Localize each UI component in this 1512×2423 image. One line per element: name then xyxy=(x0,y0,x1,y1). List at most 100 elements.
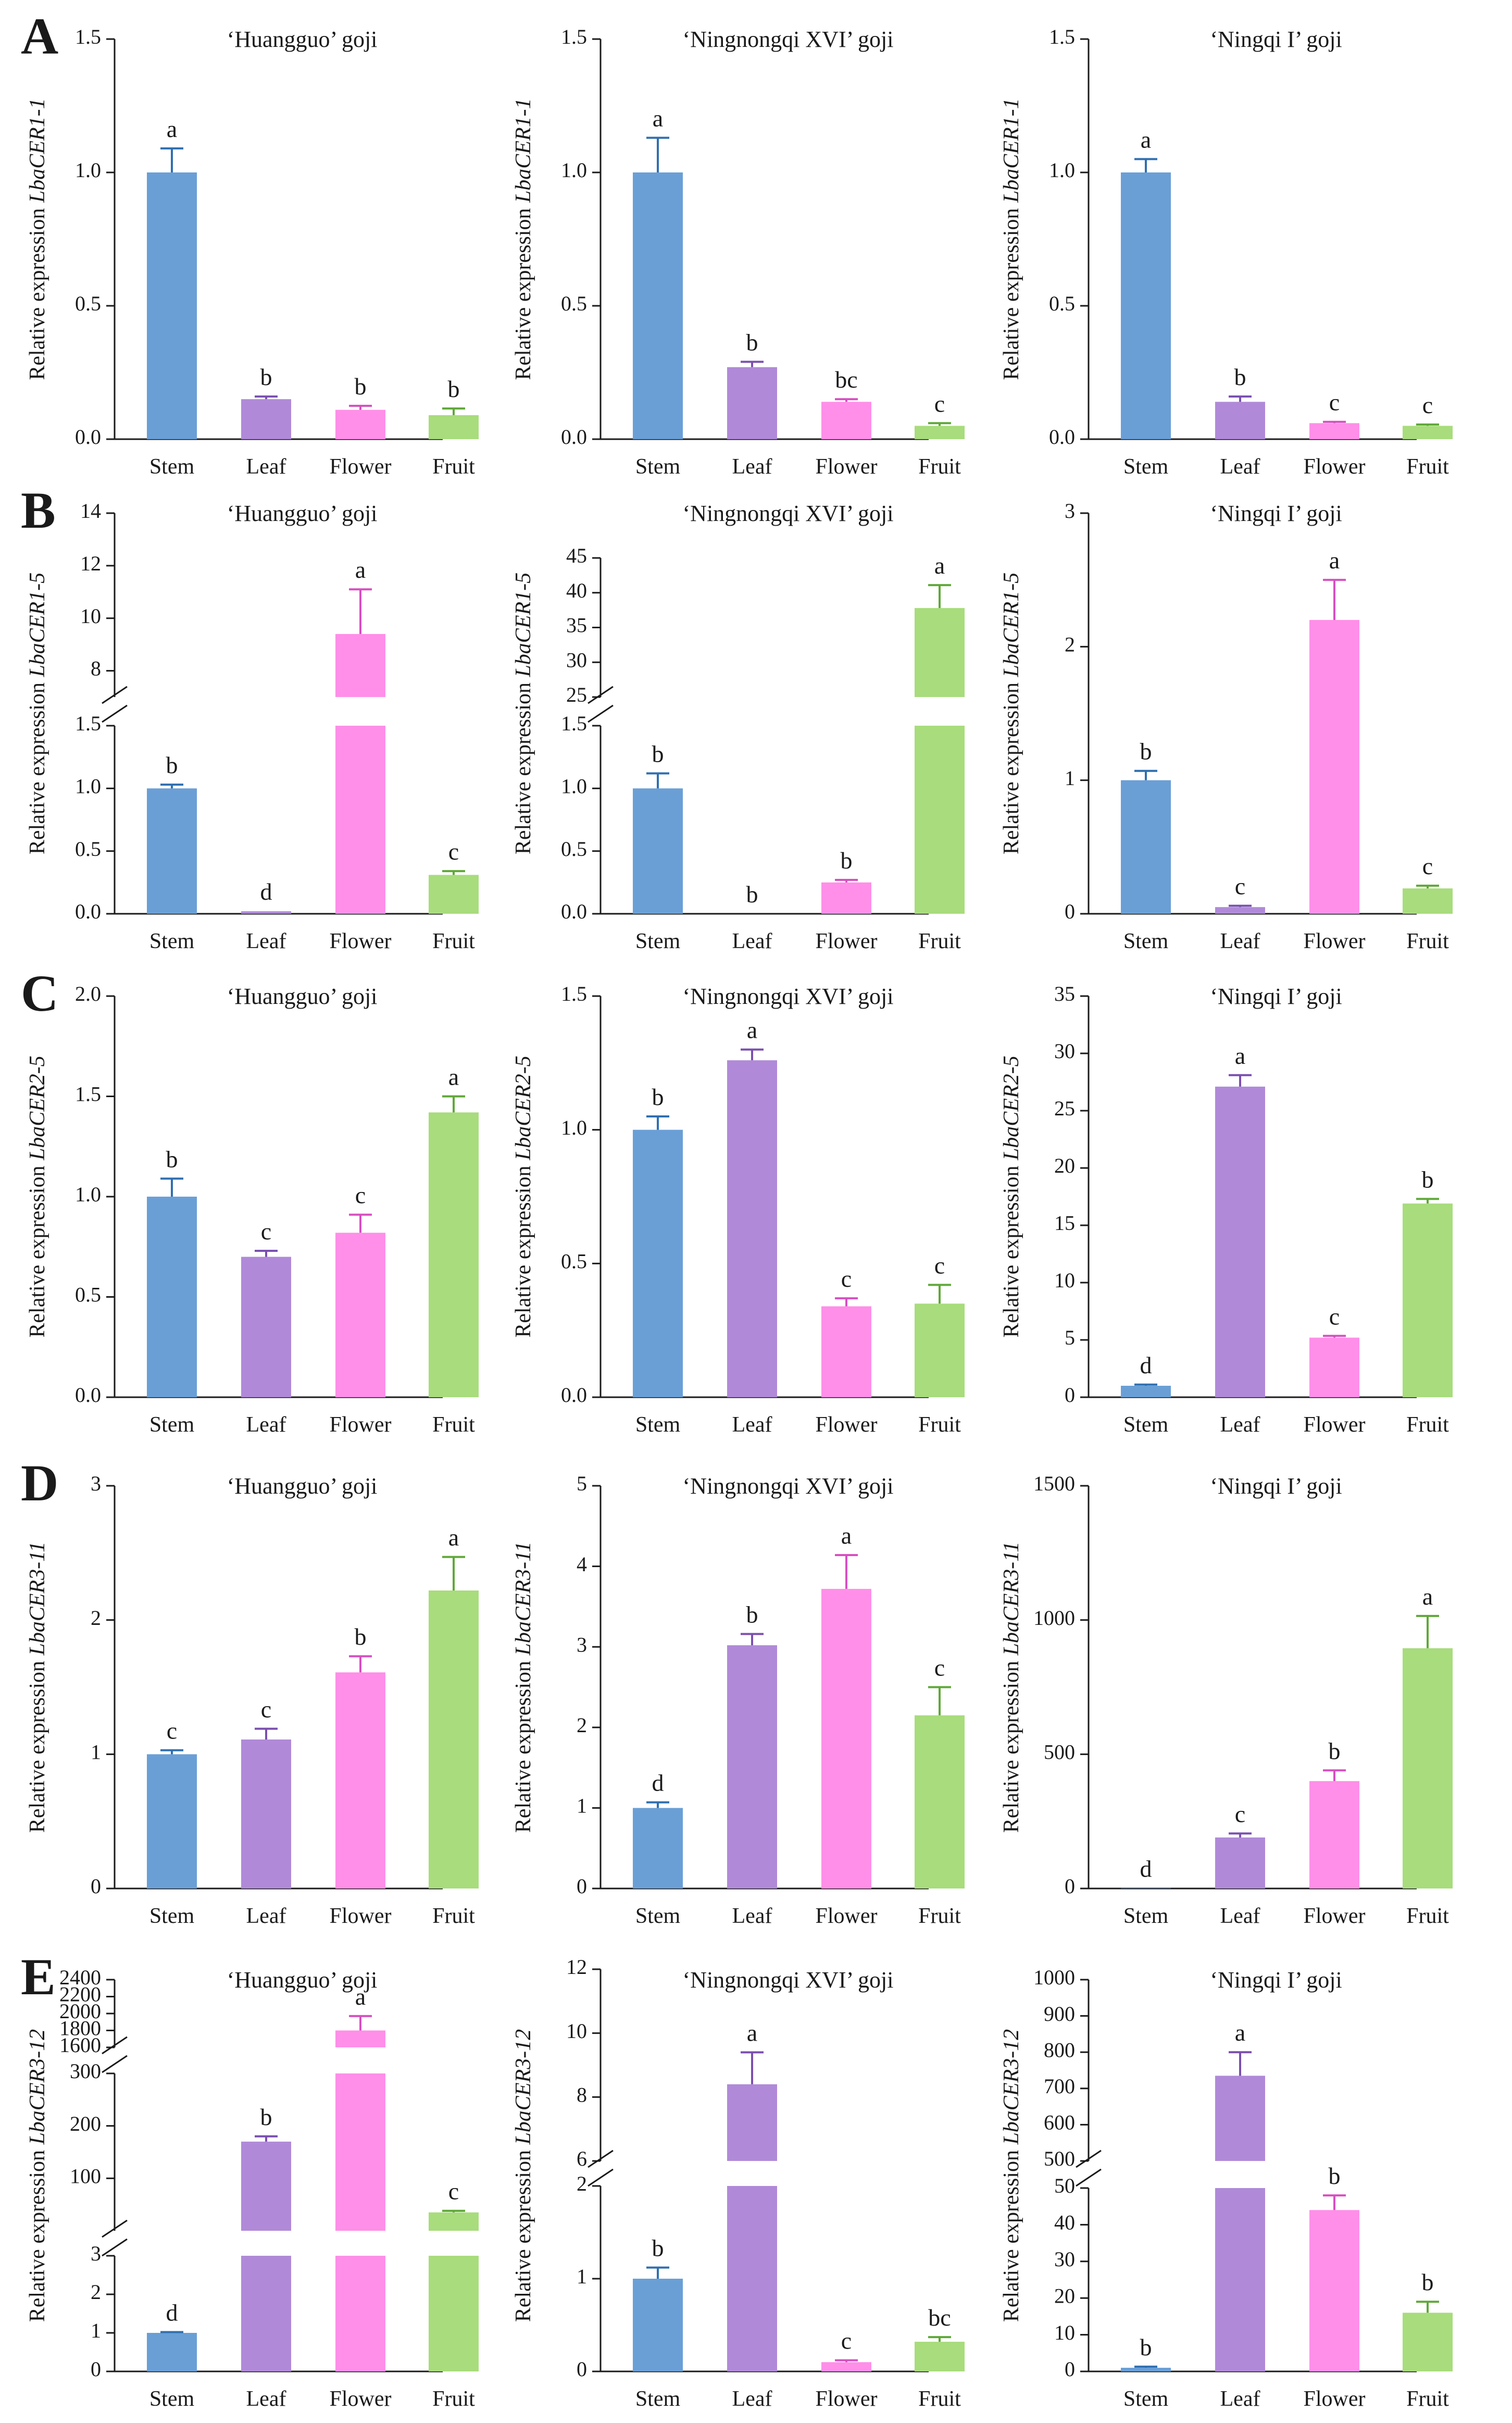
x-tick-label-c3: Leaf xyxy=(1220,1413,1260,1437)
sig-letter-d3-flower: b xyxy=(1329,1737,1341,1764)
bar-d1-leaf xyxy=(241,1739,291,1888)
sig-letter-b1-flower: a xyxy=(355,556,366,583)
bar-a2-flower xyxy=(821,402,871,439)
sig-letter-d2-stem: d xyxy=(652,1770,664,1796)
sig-letter-c1-fruit: a xyxy=(448,1064,459,1090)
x-tick-label-e2: Fruit xyxy=(918,2387,961,2411)
bar-c3-leaf xyxy=(1215,1086,1265,1397)
bar-d1-flower xyxy=(335,1672,385,1888)
bar-d2-leaf xyxy=(727,1645,777,1888)
x-tick-label-a2: Flower xyxy=(816,455,878,479)
axis-break-mark-b2 xyxy=(588,704,614,723)
y-tick-label-b2: 1.0 xyxy=(561,775,587,798)
axis-break-mark-b1 xyxy=(102,704,128,723)
x-tick-label-a3: Stem xyxy=(1123,455,1169,479)
bar-b3-leaf xyxy=(1215,907,1265,914)
bar-c3-flower xyxy=(1309,1337,1359,1397)
y-tick-label-b3: 3 xyxy=(1065,499,1075,523)
sig-letter-a2-stem: a xyxy=(653,105,663,131)
y-tick-label-c1: 1.0 xyxy=(75,1183,101,1206)
y-tick-label-e3: 800 xyxy=(1044,2038,1075,2061)
x-tick-label-d1: Leaf xyxy=(246,1904,286,1928)
y-tick-label-d1: 1 xyxy=(91,1741,101,1764)
sig-letter-c3-stem: d xyxy=(1140,1352,1152,1378)
bar-e2-leaf xyxy=(727,2084,777,2161)
y-tick-label-b2: 0.0 xyxy=(561,900,587,923)
x-tick-label-b2: Flower xyxy=(816,929,878,953)
panel-label-E: E xyxy=(21,1948,56,2006)
y-tick-label-e3: 1000 xyxy=(1033,1966,1075,1989)
y-tick-label-a2: 0.5 xyxy=(561,292,587,315)
y-tick-label-d1: 0 xyxy=(91,1874,101,1898)
y-tick-label-b1: 0.0 xyxy=(75,900,101,923)
y-axis-label-d2: Relative expression LbaCER3-11 xyxy=(511,1542,535,1833)
y-tick-label-e1: 2400 xyxy=(59,1966,101,1989)
y-axis-label-b2: Relative expression LbaCER1-5 xyxy=(511,573,535,854)
x-tick-label-e2: Flower xyxy=(816,2387,878,2411)
y-tick-label-c2: 1.0 xyxy=(561,1116,587,1139)
y-tick-label-d1: 2 xyxy=(91,1606,101,1630)
bar-e1-fruit xyxy=(429,2256,479,2371)
y-tick-label-a3: 1.5 xyxy=(1049,25,1075,48)
x-tick-label-e3: Stem xyxy=(1123,2387,1169,2411)
sig-letter-e2-fruit: bc xyxy=(928,2304,951,2331)
y-tick-label-c3: 15 xyxy=(1054,1211,1075,1235)
x-tick-label-c1: Flower xyxy=(330,1413,392,1437)
y-axis-label-e2: Relative expression LbaCER3-12 xyxy=(511,2029,535,2322)
bar-e3-leaf xyxy=(1215,2188,1265,2371)
bar-b2-fruit xyxy=(915,726,965,914)
bar-e1-flower xyxy=(335,2030,385,2047)
y-tick-label-c3: 0 xyxy=(1065,1383,1075,1407)
x-tick-label-a3: Leaf xyxy=(1220,455,1260,479)
bar-c2-flower xyxy=(821,1306,871,1397)
x-tick-label-d3: Fruit xyxy=(1406,1904,1449,1928)
x-tick-label-d2: Stem xyxy=(635,1904,681,1928)
y-tick-label-e3: 900 xyxy=(1044,2002,1075,2026)
y-tick-label-a2: 0.0 xyxy=(561,425,587,449)
x-tick-label-c3: Flower xyxy=(1304,1413,1366,1437)
x-tick-label-c2: Flower xyxy=(816,1413,878,1437)
x-tick-label-e1: Leaf xyxy=(246,2387,286,2411)
x-tick-label-b2: Fruit xyxy=(918,929,961,953)
sig-letter-b1-leaf: d xyxy=(260,878,272,905)
bar-a3-fruit xyxy=(1403,426,1453,439)
y-tick-label-c3: 25 xyxy=(1054,1097,1075,1120)
bar-e1-leaf xyxy=(241,2256,291,2371)
y-axis-label-a1: Relative expression LbaCER1-1 xyxy=(26,98,49,380)
panel-title-e3: ‘Ningqi I’ goji xyxy=(1210,1967,1342,1993)
panel-title-e2: ‘Ningnongqi XVI’ goji xyxy=(683,1967,894,1993)
x-tick-label-b3: Stem xyxy=(1123,929,1169,953)
x-tick-label-d1: Stem xyxy=(149,1904,195,1928)
y-tick-label-e3: 700 xyxy=(1044,2074,1075,2098)
x-tick-label-b1: Leaf xyxy=(246,929,286,953)
x-tick-label-e1: Flower xyxy=(330,2387,392,2411)
bar-e2-stem xyxy=(633,2279,683,2371)
y-axis-label-d3: Relative expression LbaCER3-11 xyxy=(999,1542,1023,1833)
panel-title-b3: ‘Ningqi I’ goji xyxy=(1210,501,1342,526)
panel-label-C: C xyxy=(21,964,58,1022)
x-tick-label-c3: Fruit xyxy=(1406,1413,1449,1437)
bar-a1-stem xyxy=(147,172,197,439)
axis-break-mark-e3 xyxy=(1076,2168,1102,2187)
y-tick-label-c2: 0.5 xyxy=(561,1250,587,1273)
y-tick-label-e2: 6 xyxy=(577,2147,587,2170)
sig-letter-c1-leaf: c xyxy=(261,1218,271,1245)
y-tick-label-e1: 2 xyxy=(91,2280,101,2304)
y-tick-label-a3: 0.5 xyxy=(1049,292,1075,315)
x-tick-label-e3: Leaf xyxy=(1220,2387,1260,2411)
sig-letter-c1-flower: c xyxy=(355,1182,366,1209)
panel-title-c1: ‘Huangguo’ goji xyxy=(227,984,378,1009)
axis-break-mark-e1 xyxy=(102,2055,128,2073)
y-tick-label-e3: 10 xyxy=(1054,2321,1075,2344)
y-tick-label-e1: 1600 xyxy=(59,2033,101,2057)
sig-letter-d3-stem: d xyxy=(1140,1855,1152,1882)
sig-letter-b3-leaf: c xyxy=(1235,873,1245,900)
x-tick-label-b2: Leaf xyxy=(732,929,772,953)
sig-letter-c2-flower: c xyxy=(841,1265,852,1292)
bar-d2-fruit xyxy=(915,1715,965,1888)
y-tick-label-a1: 1.0 xyxy=(75,158,101,182)
sig-letter-d2-leaf: b xyxy=(746,1601,758,1627)
y-tick-label-c1: 2.0 xyxy=(75,982,101,1005)
panel-label-B: B xyxy=(21,481,56,539)
